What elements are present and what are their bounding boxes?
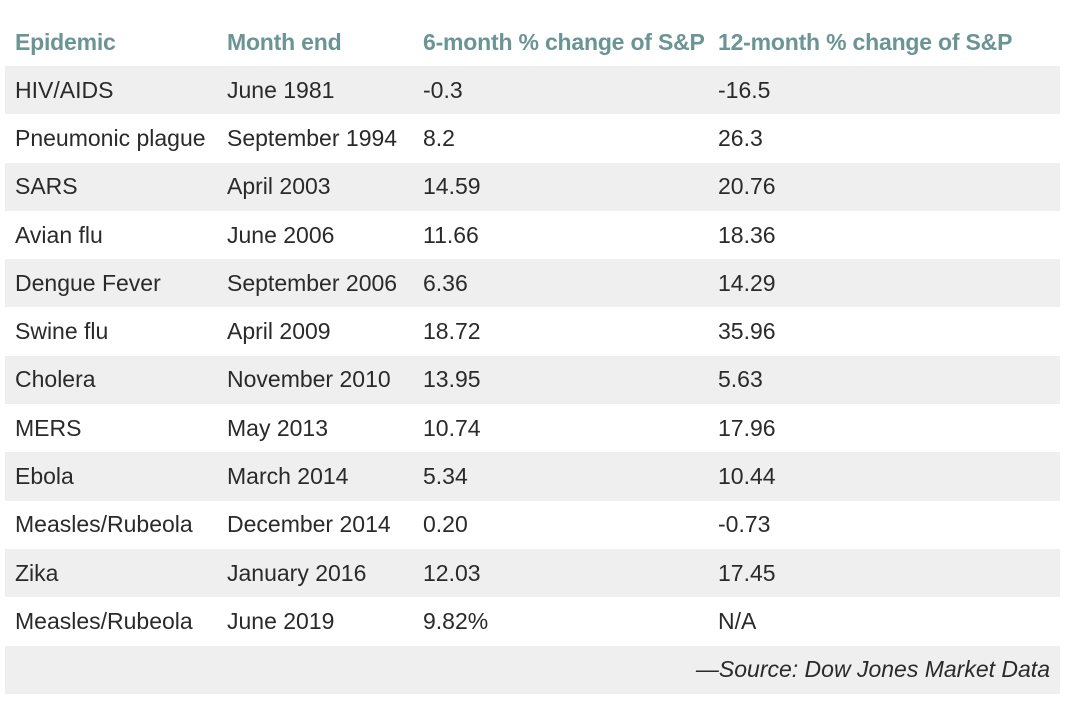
table-row: Dengue Fever September 2006 6.36 14.29 — [5, 259, 1060, 308]
table-row: Ebola March 2014 5.34 10.44 — [5, 452, 1060, 501]
cell-month-end: June 2006 — [217, 210, 413, 260]
cell-month-end: September 2006 — [217, 259, 413, 308]
table-row: SARS April 2003 14.59 20.76 — [5, 162, 1060, 211]
table-row: HIV/AIDS June 1981 -0.3 -16.5 — [5, 66, 1060, 115]
cell-epidemic: MERS — [5, 404, 217, 453]
table-row: Measles/Rubeola June 2019 9.82% N/A — [5, 597, 1060, 646]
cell-month-end: May 2013 — [217, 404, 413, 453]
cell-12-month-change: N/A — [708, 597, 1060, 646]
cell-12-month-change: 18.36 — [708, 210, 1060, 260]
cell-6-month-change: 8.2 — [413, 114, 708, 163]
cell-epidemic: Ebola — [5, 452, 217, 501]
cell-epidemic: Swine flu — [5, 307, 217, 356]
header-12-month-change: 12-month % change of S&P — [718, 28, 1013, 55]
cell-12-month-change: 35.96 — [708, 307, 1060, 356]
cell-6-month-change: -0.3 — [413, 66, 708, 115]
cell-6-month-change: 18.72 — [413, 307, 708, 356]
cell-12-month-change: 17.45 — [708, 548, 1060, 598]
table-row: Measles/Rubeola December 2014 0.20 -0.73 — [5, 500, 1060, 549]
cell-month-end: April 2009 — [217, 307, 413, 356]
header-6-month-change: 6-month % change of S&P — [423, 28, 705, 55]
cell-month-end: September 1994 — [217, 114, 413, 163]
cell-month-end: November 2010 — [217, 355, 413, 405]
cell-month-end: June 1981 — [217, 66, 413, 115]
cell-12-month-change: -16.5 — [708, 66, 1060, 115]
header-month-end: Month end — [227, 28, 342, 55]
table-row: Cholera November 2010 13.95 5.63 — [5, 355, 1060, 405]
cell-epidemic: Measles/Rubeola — [5, 500, 217, 549]
table-row: MERS May 2013 10.74 17.96 — [5, 404, 1060, 453]
cell-epidemic: Cholera — [5, 355, 217, 405]
cell-12-month-change: 17.96 — [708, 404, 1060, 453]
table-header: Epidemic Month end 6-month % change of S… — [5, 18, 1060, 66]
cell-12-month-change: 5.63 — [708, 355, 1060, 405]
cell-6-month-change: 14.59 — [413, 162, 708, 211]
cell-12-month-change: -0.73 — [708, 500, 1060, 549]
cell-month-end: March 2014 — [217, 452, 413, 501]
source-credit: —Source: Dow Jones Market Data — [5, 645, 1060, 694]
table-row: Zika January 2016 12.03 17.45 — [5, 548, 1060, 598]
cell-6-month-change: 0.20 — [413, 500, 708, 549]
table-footer: —Source: Dow Jones Market Data — [5, 645, 1060, 694]
table-row: Avian flu June 2006 11.66 18.36 — [5, 210, 1060, 260]
cell-12-month-change: 10.44 — [708, 452, 1060, 501]
cell-6-month-change: 6.36 — [413, 259, 708, 308]
cell-6-month-change: 9.82% — [413, 597, 708, 646]
cell-month-end: January 2016 — [217, 548, 413, 598]
header-epidemic: Epidemic — [15, 28, 116, 55]
cell-6-month-change: 5.34 — [413, 452, 708, 501]
cell-epidemic: HIV/AIDS — [5, 66, 217, 115]
cell-month-end: December 2014 — [217, 500, 413, 549]
cell-epidemic: SARS — [5, 162, 217, 211]
cell-epidemic: Dengue Fever — [5, 259, 217, 308]
header-row: Epidemic Month end 6-month % change of S… — [5, 18, 1060, 66]
table-body: HIV/AIDS June 1981 -0.3 -16.5 Pneumonic … — [5, 66, 1060, 646]
cell-12-month-change: 20.76 — [708, 162, 1060, 211]
cell-6-month-change: 12.03 — [413, 548, 708, 598]
source-row: —Source: Dow Jones Market Data — [5, 645, 1060, 694]
cell-month-end: April 2003 — [217, 162, 413, 211]
epidemic-sp-table: Epidemic Month end 6-month % change of S… — [5, 18, 1060, 694]
table-row: Swine flu April 2009 18.72 35.96 — [5, 307, 1060, 356]
cell-12-month-change: 26.3 — [708, 114, 1060, 163]
cell-epidemic: Pneumonic plague — [5, 114, 217, 163]
cell-12-month-change: 14.29 — [708, 259, 1060, 308]
cell-epidemic: Measles/Rubeola — [5, 597, 217, 646]
cell-epidemic: Avian flu — [5, 210, 217, 260]
table-row: Pneumonic plague September 1994 8.2 26.3 — [5, 114, 1060, 163]
cell-epidemic: Zika — [5, 548, 217, 598]
cell-6-month-change: 13.95 — [413, 355, 708, 405]
cell-6-month-change: 11.66 — [413, 210, 708, 260]
cell-month-end: June 2019 — [217, 597, 413, 646]
cell-6-month-change: 10.74 — [413, 404, 708, 453]
